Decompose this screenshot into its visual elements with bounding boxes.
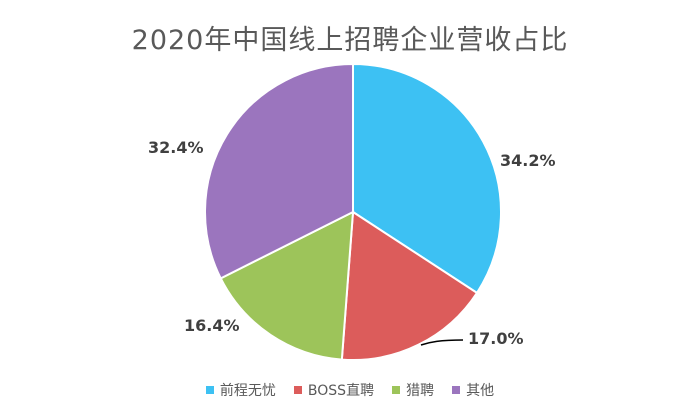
data-label-liepin: 16.4% <box>184 316 240 335</box>
legend-item-boss: BOSS直聘 <box>293 380 375 400</box>
legend-label-other: 其他 <box>466 383 495 399</box>
legend: 前程无忧 BOSS直聘 猎聘 其他 <box>0 380 700 400</box>
legend-swatch-qianchengwuyou <box>205 386 214 394</box>
legend-label-qianchengwuyou: 前程无忧 <box>219 383 276 399</box>
legend-swatch-boss <box>293 386 302 394</box>
data-label-boss: 17.0% <box>468 329 524 348</box>
legend-item-other: 其他 <box>452 380 494 400</box>
legend-swatch-other <box>452 386 461 394</box>
chart-title: 2020年中国线上招聘企业营收占比 <box>131 25 569 56</box>
legend-item-liepin: 猎聘 <box>392 380 434 400</box>
legend-label-liepin: 猎聘 <box>406 383 435 399</box>
pie-slice-boss <box>340 210 479 361</box>
pie-slices <box>204 62 502 361</box>
pie-slice-other <box>204 62 354 280</box>
data-label-other: 32.4% <box>148 138 204 157</box>
data-label-qianchengwuyou: 34.2% <box>500 151 556 170</box>
legend-item-qianchengwuyou: 前程无忧 <box>205 380 276 400</box>
legend-label-boss: BOSS直聘 <box>307 383 375 399</box>
legend-swatch-liepin <box>392 386 401 394</box>
leader-line-boss <box>420 339 464 346</box>
pie-slice-liepin <box>219 210 355 361</box>
